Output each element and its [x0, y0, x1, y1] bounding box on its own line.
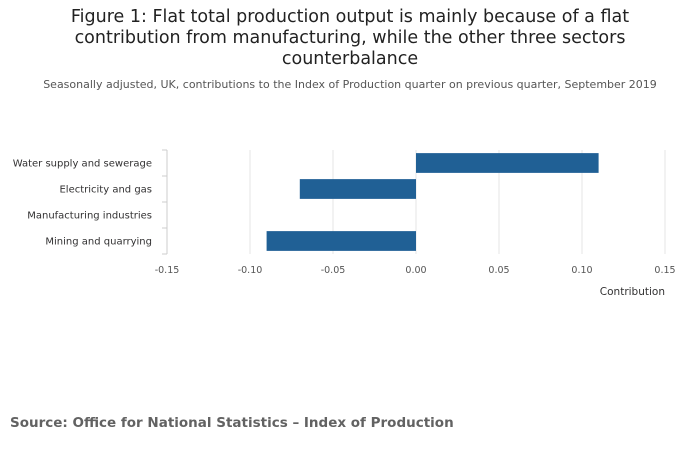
source-note: Source: Office for National Statistics –… — [10, 415, 454, 431]
category-label: Manufacturing industries — [27, 211, 152, 222]
x-tick-label: -0.05 — [321, 265, 346, 276]
x-axis-title: Contribution — [600, 286, 665, 298]
bar[interactable] — [299, 179, 416, 199]
chart-subtitle: Seasonally adjusted, UK, contributions t… — [43, 78, 657, 91]
category-label: Mining and quarrying — [45, 237, 152, 248]
category-label: Electricity and gas — [59, 185, 152, 196]
x-tick-label: 0.15 — [654, 265, 675, 276]
category-labels: Water supply and sewerage Electricity and… — [13, 159, 152, 248]
x-tick-labels: -0.15 -0.10 -0.05 0.00 0.05 0.10 0.15 — [155, 265, 676, 276]
bars — [266, 153, 599, 251]
x-tick-label: -0.10 — [238, 265, 263, 276]
x-tick-label: 0.05 — [488, 265, 509, 276]
x-tick-label: 0.00 — [405, 265, 426, 276]
bar[interactable] — [266, 231, 416, 251]
category-label: Water supply and sewerage — [13, 159, 152, 170]
x-tick-label: -0.15 — [155, 265, 180, 276]
bar[interactable] — [416, 153, 599, 173]
chart-title: Figure 1: Flat total production output i… — [70, 7, 630, 69]
x-tick-label: 0.10 — [571, 265, 592, 276]
